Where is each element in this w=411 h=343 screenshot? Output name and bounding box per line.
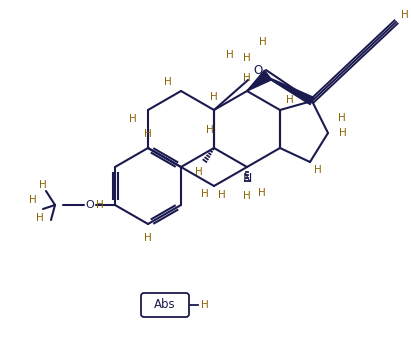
FancyBboxPatch shape <box>141 293 189 317</box>
Text: H: H <box>338 113 346 123</box>
Text: H: H <box>339 128 347 138</box>
Polygon shape <box>247 70 272 91</box>
Text: H: H <box>210 92 218 102</box>
Text: H: H <box>96 200 104 210</box>
Text: H: H <box>314 165 322 175</box>
Text: N: N <box>242 172 252 185</box>
Text: H: H <box>39 180 47 190</box>
Text: H: H <box>144 129 152 139</box>
Text: H: H <box>195 167 203 177</box>
Text: H: H <box>286 95 294 105</box>
Text: Abs: Abs <box>154 298 176 311</box>
Text: H: H <box>129 114 137 124</box>
Text: H: H <box>206 125 214 135</box>
Text: H: H <box>201 300 209 310</box>
Text: H: H <box>243 73 251 83</box>
Text: O: O <box>85 200 95 210</box>
Text: H: H <box>144 233 152 243</box>
Text: H: H <box>243 53 251 63</box>
Text: H: H <box>201 189 209 199</box>
Text: H: H <box>164 77 172 87</box>
Text: H: H <box>218 190 226 200</box>
Polygon shape <box>263 75 314 105</box>
Text: H: H <box>243 191 251 201</box>
Text: H: H <box>259 37 267 47</box>
Text: H: H <box>226 50 234 60</box>
Text: H: H <box>258 188 266 198</box>
Text: H: H <box>29 195 37 205</box>
Text: H: H <box>401 10 409 20</box>
Text: O: O <box>253 63 263 76</box>
Text: H: H <box>36 213 44 223</box>
